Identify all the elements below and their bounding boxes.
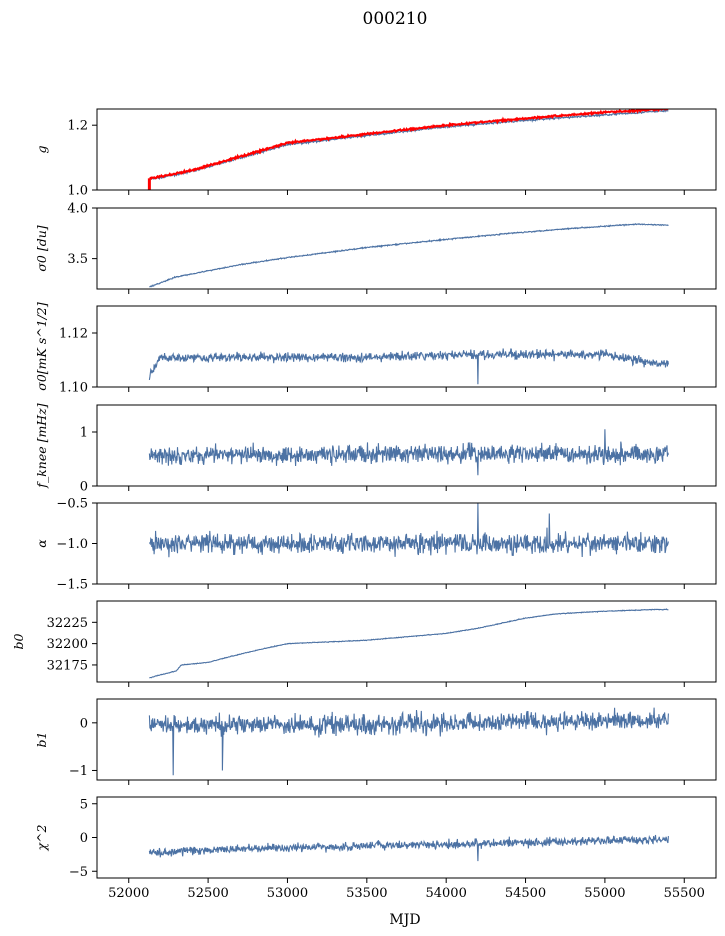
series-line: [149, 608, 669, 679]
subplot-6: 32175 32200 32225 b0: [11, 600, 717, 687]
y-tick-label: 0: [80, 480, 88, 495]
y-tick-label: 1: [80, 426, 88, 441]
figure-title: 000210: [363, 9, 428, 29]
series-line: [148, 707, 669, 776]
overlay-series-line: [149, 109, 669, 181]
axes-frame: [96, 600, 717, 683]
subplot-7: −1 0 b1: [34, 698, 717, 785]
y-tick-label: 1.2: [67, 119, 88, 134]
y-axis-label: σ0 [du]: [34, 225, 49, 271]
axes-frame: [96, 108, 717, 191]
y-axis-label: g: [34, 145, 49, 153]
x-tick-label: 55500: [664, 886, 705, 901]
series-line: [148, 834, 669, 862]
y-tick-label: 32225: [47, 616, 88, 631]
y-tick-label: 5: [80, 797, 88, 812]
x-tick-label: 53500: [346, 886, 387, 901]
series-line: [148, 348, 669, 385]
axes-frame: [96, 305, 717, 388]
x-tick-label: 52000: [108, 886, 149, 901]
subplot-5: −1.5 −1.0 −0.5 α: [34, 497, 717, 593]
x-tick-label: 52500: [187, 886, 228, 901]
subplot-4: 0 1 f_knee [mHz]: [34, 403, 717, 495]
x-tick-label: 54000: [425, 886, 466, 901]
series-line: [148, 503, 669, 558]
y-tick-label: −1: [69, 764, 88, 779]
y-tick-label: −1.5: [56, 578, 88, 593]
axes-frame: [96, 404, 717, 487]
series-line: [149, 222, 669, 288]
y-tick-label: 32200: [47, 637, 88, 652]
y-axis-label: b0: [11, 633, 26, 649]
y-tick-label: 3.5: [67, 252, 88, 267]
y-axis-label: χ^2: [34, 824, 49, 851]
y-tick-label: −1.0: [56, 537, 88, 552]
y-tick-label: 1.10: [59, 381, 88, 396]
y-tick-label: 0: [80, 831, 88, 846]
y-tick-label: −0.5: [56, 497, 88, 512]
x-tick-label: 53000: [267, 886, 308, 901]
axes-frame: [96, 207, 717, 290]
subplot-1: 1.0 1.2 g: [34, 108, 717, 199]
y-tick-label: −5: [69, 865, 88, 880]
y-tick-label: 1.12: [59, 327, 88, 342]
subplot-3: 1.10 1.12 σ0[mK s^1/2]: [34, 302, 717, 396]
y-tick-label: 1.0: [67, 184, 88, 199]
y-tick-label: 32175: [47, 658, 88, 673]
series-line: [148, 429, 669, 476]
y-tick-label: 0: [80, 716, 88, 731]
subplot-2: 3.5 4.0 σ0 [du]: [34, 202, 717, 294]
series-line: [148, 109, 669, 181]
y-axis-label: α: [34, 539, 49, 548]
y-axis-label: b1: [34, 732, 49, 748]
y-tick-label: 4.0: [67, 202, 88, 217]
y-axis-label: σ0[mK s^1/2]: [34, 302, 49, 391]
axes-frame: [96, 698, 717, 781]
x-tick-label: 55000: [584, 886, 625, 901]
x-tick-label: 54500: [505, 886, 546, 901]
y-axis-label: f_knee [mHz]: [34, 403, 49, 488]
subplot-8: −5 0 5 52000 52500 53000 53500 54000 54500 55000 5…: [34, 796, 717, 901]
x-axis-label: MJD: [389, 912, 420, 928]
